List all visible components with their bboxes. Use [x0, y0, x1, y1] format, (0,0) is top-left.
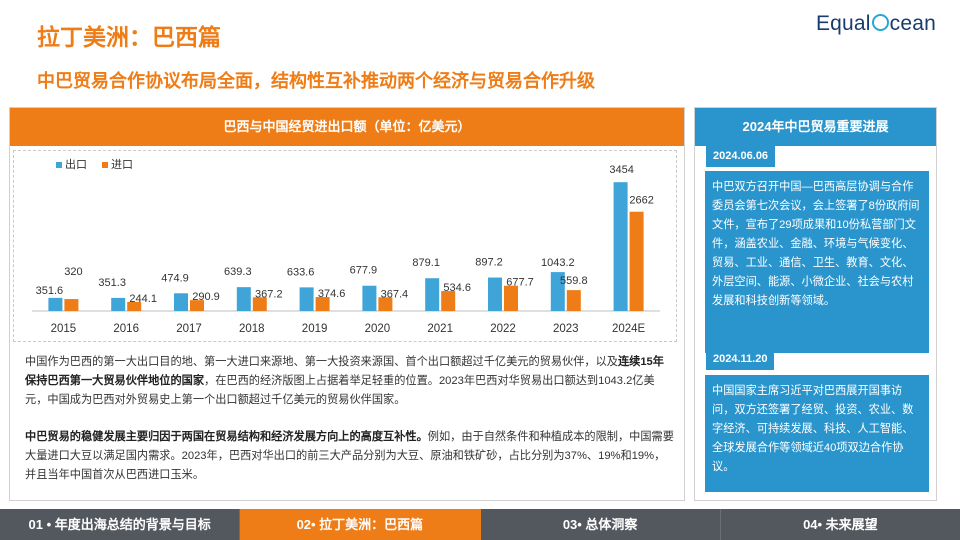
nav-tab-brazil[interactable]: 02• 拉丁美洲：巴西篇 — [240, 509, 481, 540]
bar-export-2017 — [174, 293, 188, 311]
bar-import-2021 — [441, 291, 456, 311]
bar-export-2016 — [111, 297, 126, 311]
paragraph-text: 例如，由于自然条件和种植成本的限制，中国需要大量进口大豆以满足国内需求。2023… — [25, 431, 674, 481]
bar-export-2018 — [236, 287, 251, 311]
data-label-import-2017: 290.9 — [192, 291, 220, 303]
x-tick-label-2017: 2017 — [176, 323, 202, 335]
paragraph-complementarity: 中巴贸易的稳健发展主要归因于两国在贸易结构和经济发展方向上的高度互补性。例如，由… — [25, 428, 675, 485]
data-label-import-2023: 559.8 — [560, 275, 588, 287]
bar-export-2021 — [425, 278, 440, 311]
data-label-export-2023: 1043.2 — [541, 257, 575, 269]
legend-label-import: 进口 — [111, 158, 133, 171]
x-tick-label-2022: 2022 — [490, 323, 516, 335]
data-label-export-2017: 474.9 — [161, 272, 189, 284]
data-label-import-2015: 320 — [64, 266, 82, 278]
date-tag-2: 2024.11.20 — [706, 348, 775, 370]
bar-export-2020 — [362, 285, 377, 311]
bar-import-2016 — [127, 301, 142, 311]
x-tick-label-2023: 2023 — [553, 323, 579, 335]
data-label-export-2024E: 3454 — [609, 164, 633, 176]
paragraph-bold-text: 连续15年保持巴西第一大贸易伙伴地位的国家 — [25, 356, 664, 387]
bar-export-2024E — [613, 182, 628, 311]
bar-import-2017 — [190, 300, 204, 311]
progress-text-2: 中国国家主席习近平对巴西展开国事访问，双方还签署了经贸、投资、农业、数字经济、可… — [705, 375, 929, 492]
paragraph-bold-text: 中巴贸易的稳健发展主要归因于两国在贸易结构和经济发展方向上的高度互补性。 — [25, 431, 428, 443]
nav-tab-background[interactable]: 01 • 年度出海总结的背景与目标 — [0, 509, 241, 540]
bar-import-2023 — [566, 290, 581, 311]
x-tick-label-2019: 2019 — [302, 323, 328, 335]
legend-swatch-export — [56, 162, 62, 168]
paragraph-text: 中国作为巴西的第一大出口目的地、第一大进口来源地、第一大投资来源国、首个出口额超… — [25, 356, 618, 368]
x-tick-label-2020: 2020 — [365, 323, 391, 335]
logo-ring-icon — [871, 14, 889, 31]
bar-import-2022 — [504, 285, 518, 311]
paragraph-trade-partner: 中国作为巴西的第一大出口目的地、第一大进口来源地、第一大投资来源国、首个出口额超… — [25, 353, 675, 410]
data-label-import-2020: 367.4 — [381, 288, 409, 300]
nav-tab-outlook[interactable]: 04• 未来展望 — [720, 509, 960, 540]
bar-export-2015 — [48, 297, 63, 311]
bar-export-2022 — [488, 277, 502, 311]
bar-import-2018 — [252, 297, 267, 311]
progress-panel-header: 2024年中巴贸易重要进展 — [695, 108, 936, 146]
chart-panel-header: 巴西与中国经贸进出口额（单位：亿美元） — [10, 108, 684, 146]
data-label-import-2022: 677.7 — [506, 277, 534, 289]
x-tick-label-2024E: 2024E — [612, 323, 646, 335]
bar-export-2019 — [299, 287, 314, 311]
x-tick-label-2021: 2021 — [427, 323, 453, 335]
data-label-export-2018: 639.3 — [224, 266, 252, 278]
data-label-export-2022: 897.2 — [475, 257, 503, 269]
page-title: 拉丁美洲：巴西篇 — [37, 24, 221, 50]
data-label-import-2018: 367.2 — [255, 288, 283, 300]
legend-swatch-import — [102, 162, 108, 168]
data-label-export-2015: 351.6 — [36, 285, 64, 297]
data-label-import-2024E: 2662 — [629, 195, 653, 207]
bar-import-2015 — [64, 299, 79, 311]
bar-import-2024E — [629, 211, 644, 311]
section-nav: 01 • 年度出海总结的背景与目标 02• 拉丁美洲：巴西篇 03• 总体洞察 … — [0, 509, 960, 540]
x-tick-label-2016: 2016 — [113, 323, 139, 335]
progress-panel: 2024年中巴贸易重要进展 2024.06.06 中巴双方召开中国—巴西高层协调… — [694, 107, 937, 501]
date-tag-1: 2024.06.06 — [706, 145, 776, 167]
legend-label-export: 出口 — [65, 157, 87, 171]
data-label-export-2021: 879.1 — [412, 257, 440, 269]
bar-import-2019 — [315, 297, 330, 311]
paragraph-text: ，在巴西的经济版图上占据着举足轻重的位置。2023年巴西对华贸易出口额达到104… — [25, 375, 655, 406]
data-label-export-2016: 351.3 — [98, 277, 126, 289]
data-label-export-2020: 677.9 — [350, 265, 378, 277]
x-tick-label-2018: 2018 — [239, 323, 265, 335]
bar-export-2023 — [550, 272, 565, 311]
bar-import-2020 — [378, 297, 393, 311]
nav-tab-insights[interactable]: 03• 总体洞察 — [480, 509, 721, 540]
data-label-export-2019: 633.6 — [287, 266, 315, 278]
data-label-import-2016: 244.1 — [129, 293, 157, 305]
x-tick-label-2015: 2015 — [51, 323, 77, 335]
chart-area: 出口 进口 351.6 320 2015 351.3 244.1 2016 474.9 290.9… — [13, 150, 677, 342]
page-subtitle: 中巴贸易合作协议布局全面，结构性互补推动两个经济与贸易合作升级 — [37, 71, 595, 91]
progress-text-1: 中巴双方召开中国—巴西高层协调与合作委员会第七次会议，会上签署了8份政府间文件，… — [705, 171, 929, 353]
data-label-import-2019: 374.6 — [318, 288, 346, 300]
data-label-import-2021: 534.6 — [443, 282, 471, 294]
brand-logo: Equal cean — [815, 12, 936, 35]
chart-panel: 巴西与中国经贸进出口额（单位：亿美元） 出口 进口 351.6 320 2015 351.… — [9, 107, 685, 501]
